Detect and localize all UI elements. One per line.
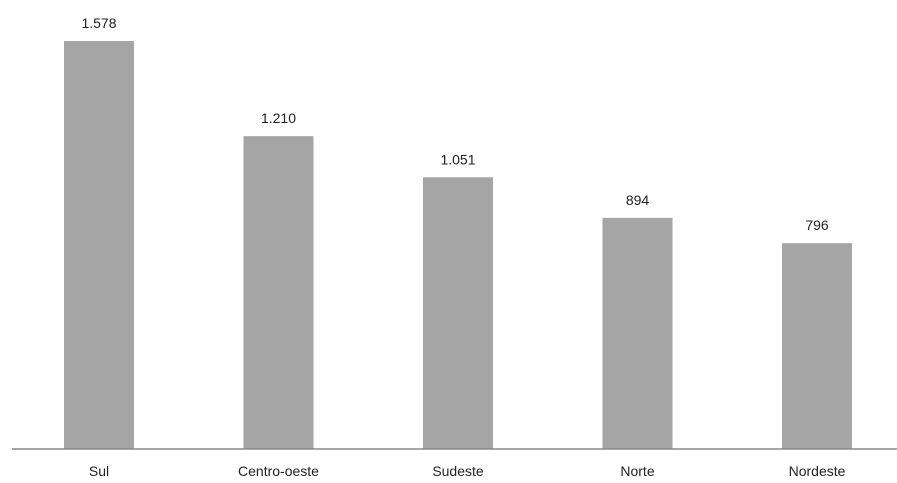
category-label-sul: Sul	[89, 463, 109, 479]
category-label-centro-oeste: Centro-oeste	[238, 463, 319, 479]
category-label-sudeste: Sudeste	[432, 463, 484, 479]
bar-nordeste	[782, 243, 852, 449]
value-label-centro-oeste: 1.210	[261, 110, 296, 126]
category-labels-layer: Sul Centro-oeste Sudeste Norte Nordeste	[89, 463, 846, 479]
value-label-norte: 894	[626, 192, 650, 208]
bar-norte	[602, 217, 673, 449]
value-label-nordeste: 796	[805, 217, 829, 233]
bar-sul	[64, 41, 134, 449]
value-label-sudeste: 1.051	[440, 151, 475, 167]
category-label-norte: Norte	[620, 463, 654, 479]
bars-layer	[64, 41, 852, 450]
value-label-sul: 1.578	[81, 15, 116, 31]
bar-centro-oeste	[243, 136, 314, 449]
value-labels-layer: 1.578 1.210 1.051 894 796	[81, 15, 828, 233]
category-label-nordeste: Nordeste	[789, 463, 846, 479]
bar-sudeste	[423, 177, 493, 450]
